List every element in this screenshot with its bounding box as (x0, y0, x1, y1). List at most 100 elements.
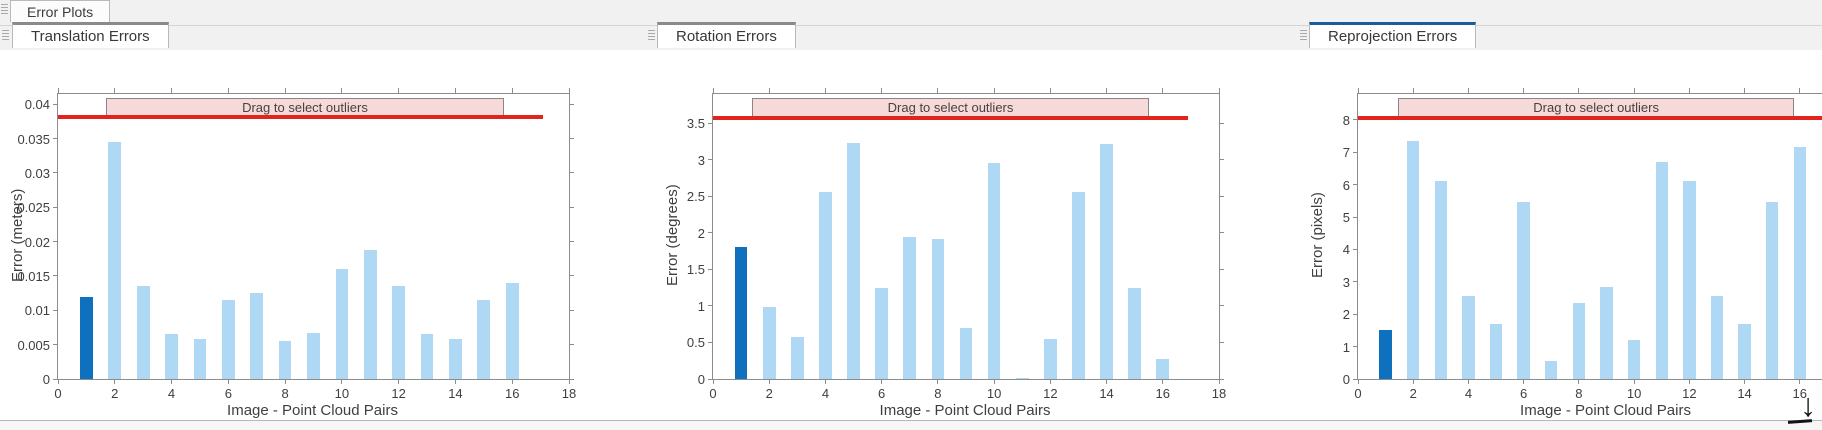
bar (1765, 202, 1779, 379)
drag-grip-icon[interactable] (1, 4, 8, 14)
x-tick-label: 0 (1354, 386, 1362, 401)
y-tick-right (569, 378, 574, 380)
x-tick-label: 4 (1464, 386, 1473, 401)
panel-rotation-errors: Rotation Errors 0 0.5 1 1.5 2 2.5 3 3.5 0 2 4 6 8 10 1… (645, 22, 1298, 420)
x-axis-label: Image - Point Cloud Pairs (879, 402, 1051, 419)
x-tick-top (1523, 88, 1525, 93)
y-tick (53, 138, 58, 140)
x-tick-label: 18 (1211, 386, 1227, 401)
drag-grip-icon[interactable] (648, 30, 655, 40)
outlier-select-band[interactable]: Drag to select outliers (106, 98, 504, 116)
x-tick-top (1106, 88, 1108, 93)
x-tick-label: 16 (1155, 386, 1170, 401)
y-tick-label: 2 (697, 225, 705, 241)
x-tick-top (171, 88, 173, 93)
y-tick-right (1219, 305, 1224, 307)
bar (1044, 338, 1057, 379)
y-tick-right (1219, 378, 1224, 380)
y-tick-label: 0.04 (24, 97, 50, 113)
tab-error-plots[interactable]: Error Plots (10, 0, 111, 22)
x-tick-label: 14 (1099, 386, 1114, 401)
x-tick-top (1467, 88, 1469, 93)
y-axis-label: Error (meters) (9, 188, 26, 283)
x-tick-label: 16 (1792, 386, 1807, 401)
bar (847, 142, 860, 379)
bar (791, 337, 804, 379)
y-tick (53, 241, 58, 243)
x-tick-top (1799, 88, 1801, 93)
y-tick (708, 122, 713, 124)
x-tick (712, 379, 714, 384)
y-tick-label: 6 (1342, 177, 1350, 193)
y-tick (1353, 216, 1358, 218)
y-tick (1353, 248, 1358, 250)
outlier-select-band[interactable]: Drag to select outliers (752, 98, 1149, 117)
x-tick-label: 0 (709, 386, 717, 401)
tab-error-plots-label: Error Plots (27, 3, 94, 20)
bar (108, 142, 122, 379)
y-tick-label: 0.015 (17, 268, 50, 284)
x-tick-top (454, 88, 456, 93)
threshold-line (58, 115, 544, 120)
y-tick-right (1219, 195, 1224, 197)
y-tick-right (569, 103, 574, 105)
y-tick (53, 275, 58, 277)
bar (1489, 323, 1503, 379)
drag-grip-icon[interactable] (1300, 30, 1307, 40)
y-tick (1353, 378, 1358, 380)
x-tick-label: 2 (111, 386, 119, 401)
axes: 012345678024681012141618Drag to select o… (1343, 88, 1822, 401)
y-tick-label: 0.02 (24, 234, 50, 250)
bar (1379, 330, 1392, 379)
x-tick-top (1688, 88, 1690, 93)
x-tick-top (712, 88, 714, 93)
x-tick-top (824, 88, 826, 93)
panel-header: Translation Errors (0, 22, 645, 50)
x-tick (1744, 379, 1746, 384)
x-tick (1162, 379, 1164, 384)
x-tick-top (227, 88, 229, 93)
rotation-errors-figure: 0 0.5 1 1.5 2 2.5 3 3.5 0 2 4 6 8 10 12 14 16 18 Drag to s… (645, 50, 1297, 420)
y-tick-label: 3 (1342, 274, 1350, 290)
x-tick-top (57, 88, 59, 93)
tab-translation-errors[interactable]: Translation Errors (12, 22, 169, 48)
y-tick (1353, 119, 1358, 121)
y-tick-label: 0.025 (17, 200, 50, 216)
x-tick (227, 379, 229, 384)
x-tick-label: 8 (281, 386, 289, 401)
bar (1100, 143, 1113, 379)
x-tick-top (341, 88, 343, 93)
x-tick (1412, 379, 1414, 384)
down-arrow-glyph: ↓ (1800, 387, 1816, 423)
x-tick (824, 379, 826, 384)
drag-grip-icon[interactable] (2, 30, 9, 40)
x-tick-top (768, 88, 770, 93)
outlier-select-band[interactable]: Drag to select outliers (1398, 98, 1795, 116)
bar (1434, 181, 1448, 379)
bar (165, 334, 178, 379)
bar (278, 341, 292, 379)
tab-reprojection-errors[interactable]: Reprojection Errors (1309, 22, 1477, 48)
y-tick-label: 3.5 (686, 116, 705, 132)
bar (1710, 296, 1724, 379)
bar (1072, 191, 1085, 379)
tab-rotation-errors[interactable]: Rotation Errors (657, 22, 796, 48)
y-tick (708, 195, 713, 197)
y-tick-right (569, 206, 574, 208)
y-tick-right (569, 241, 574, 243)
bar (1683, 181, 1696, 379)
x-tick (454, 379, 456, 384)
threshold-line (1358, 115, 1822, 120)
y-tick (708, 341, 713, 343)
x-axis-label: Image - Point Cloud Pairs (1520, 402, 1691, 419)
bar (1015, 377, 1029, 379)
arrow-underline (1787, 419, 1813, 424)
x-tick-top (1412, 88, 1414, 93)
x-tick (937, 379, 939, 384)
bar (307, 332, 320, 379)
y-axis-label: Error (pixels) (1309, 192, 1326, 279)
x-tick (114, 379, 116, 384)
y-tick-right (569, 344, 574, 346)
x-tick (1049, 379, 1051, 384)
